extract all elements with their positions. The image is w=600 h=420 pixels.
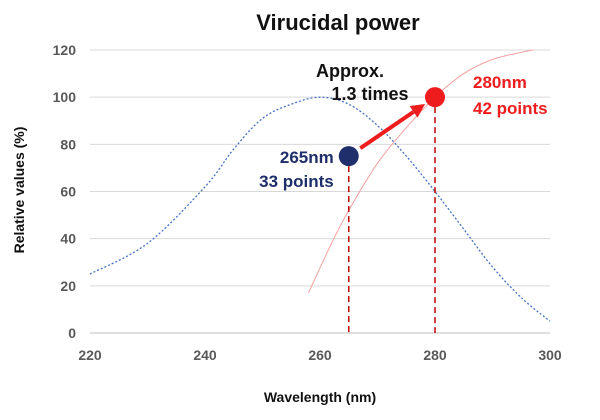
point-label-p265-line2: 33 points — [259, 172, 334, 191]
ratio-arrow — [359, 110, 415, 150]
ratio-arrow-group — [359, 103, 426, 150]
points-group — [338, 87, 445, 167]
y-tick-label: 20 — [60, 278, 76, 294]
point-label-p280-line1: 280nm — [473, 73, 527, 92]
point-label-p280-line2: 42 points — [473, 99, 548, 118]
ratio-arrow-head — [409, 103, 426, 118]
ratio-annotation-line1: Approx. — [316, 61, 384, 81]
axes: 0 20 40 60 80 100 120 220 240 260 280 300 — [53, 42, 562, 363]
y-tick-label: 60 — [60, 184, 76, 200]
point-p265 — [338, 146, 359, 167]
chart-title: Virucidal power — [256, 10, 420, 35]
y-axis-title: Relative values (%) — [11, 127, 27, 254]
point-p280 — [425, 87, 445, 108]
series-line-dotted — [89, 96, 551, 322]
point-label-p265-line1: 265nm — [280, 148, 334, 167]
y-tick-label: 0 — [68, 325, 76, 341]
x-axis-title: Wavelength (nm) — [264, 389, 376, 405]
x-tick-label: 220 — [78, 347, 102, 363]
drop-lines — [348, 97, 436, 333]
ratio-annotation-line2: 1.3 times — [331, 84, 408, 104]
x-tick-label: 240 — [193, 347, 217, 363]
y-tick-label: 120 — [53, 42, 77, 58]
point-labels: 265nm 33 points 280nm 42 points — [259, 73, 548, 191]
x-tick-label: 280 — [423, 347, 447, 363]
y-tick-label: 80 — [60, 136, 76, 152]
y-tick-label: 40 — [60, 231, 76, 247]
x-tick-label: 260 — [308, 347, 332, 363]
x-tick-label: 300 — [538, 347, 562, 363]
y-tick-label: 100 — [53, 89, 77, 105]
